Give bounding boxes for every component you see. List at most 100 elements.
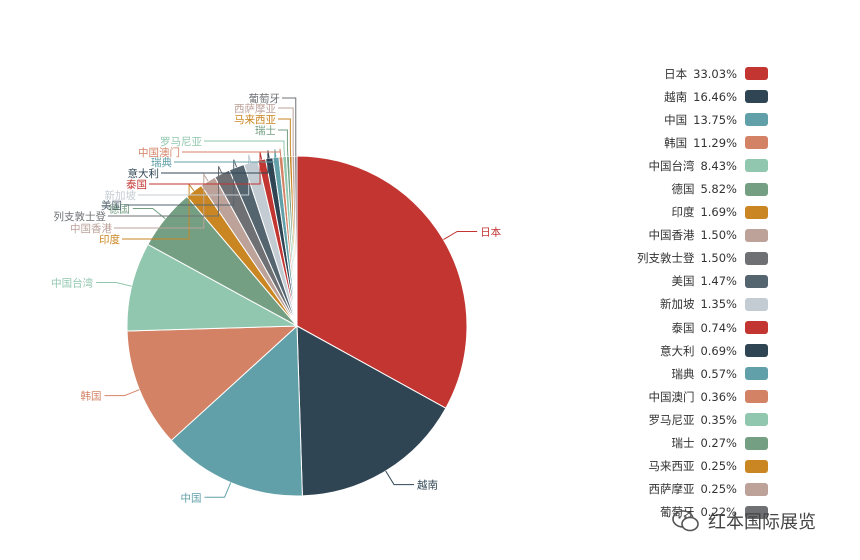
slice-label: 日本	[480, 225, 501, 238]
legend-item[interactable]: 中国香港 1.50%	[598, 224, 768, 247]
pie-slice[interactable]	[296, 155, 468, 409]
label-leader-line	[278, 129, 289, 157]
legend-name: 德国	[671, 182, 695, 197]
label-leader-line	[278, 107, 294, 157]
legend-name: 韩国	[664, 135, 688, 150]
legend-swatch	[745, 505, 768, 519]
legend-label: 中国澳门 0.36%	[648, 389, 737, 405]
legend-swatch	[745, 67, 768, 81]
pie-slice[interactable]	[126, 243, 299, 332]
pie-slice[interactable]	[296, 325, 447, 497]
legend-item[interactable]: 列支敦士登 1.50%	[598, 247, 768, 270]
slice-label: 瑞典	[151, 156, 172, 169]
legend-label: 德国 5.82%	[671, 181, 737, 197]
legend-percent: 0.69%	[700, 343, 737, 358]
legend-percent: 13.75%	[693, 112, 737, 127]
label-leader-line	[114, 172, 209, 229]
legend-swatch	[745, 274, 768, 288]
legend-item[interactable]: 日本 33.03%	[598, 62, 768, 85]
label-leader-line	[385, 470, 415, 486]
legend-percent: 1.69%	[700, 205, 737, 220]
legend-percent: 1.50%	[700, 228, 737, 243]
slice-label: 新加坡	[105, 189, 137, 202]
legend-item[interactable]: 罗马尼亚 0.35%	[598, 408, 768, 431]
legend-name: 中国台湾	[648, 158, 695, 173]
legend-swatch	[745, 436, 768, 450]
legend-percent: 11.29%	[693, 135, 737, 150]
legend-name: 日本	[664, 66, 688, 81]
label-leader-line	[282, 97, 297, 157]
legend-item[interactable]: 中国澳门 0.36%	[598, 385, 768, 408]
legend-label: 泰国 0.74%	[671, 320, 737, 336]
legend-swatch	[745, 182, 768, 196]
label-leader-line	[443, 230, 478, 241]
legend-label: 韩国 11.29%	[664, 135, 737, 151]
wechat-icon	[672, 509, 700, 533]
legend-item[interactable]: 德国 5.82%	[598, 177, 768, 200]
legend-item[interactable]: 中国台湾 8.43%	[598, 154, 768, 177]
legend-percent: 8.43%	[700, 158, 737, 173]
label-leader-line	[96, 282, 132, 287]
legend-item[interactable]: 西萨摩亚 0.25%	[598, 478, 768, 501]
slice-label: 中国	[181, 491, 202, 504]
legend-swatch	[745, 482, 768, 496]
slice-label: 罗马尼亚	[160, 136, 202, 148]
legend-item[interactable]: 越南 16.46%	[598, 85, 768, 108]
legend-percent: 0.74%	[700, 320, 737, 335]
legend-swatch	[745, 367, 768, 381]
pie-slice[interactable]	[170, 324, 303, 497]
legend-item[interactable]: 美国 1.47%	[598, 270, 768, 293]
label-leader-line	[132, 208, 166, 220]
label-leader-line	[122, 182, 195, 240]
slice-label: 西萨摩亚	[234, 102, 276, 115]
legend-item[interactable]: 韩国 11.29%	[598, 131, 768, 154]
legend-swatch	[745, 321, 768, 335]
legend-label: 新加坡 1.35%	[660, 296, 737, 312]
legend-name: 越南	[664, 89, 688, 104]
label-leader-line	[204, 482, 232, 498]
legend-swatch	[745, 297, 768, 311]
legend-name: 新加坡	[659, 297, 695, 312]
legend-percent: 0.25%	[700, 482, 737, 497]
slice-label: 意大利	[128, 167, 160, 180]
legend-item[interactable]: 马来西亚 0.25%	[598, 455, 768, 478]
legend-label: 中国香港 1.50%	[648, 227, 737, 243]
legend-item[interactable]: 泰国 0.74%	[598, 316, 768, 339]
legend-item[interactable]: 印度 1.69%	[598, 201, 768, 224]
legend-percent: 16.46%	[693, 89, 737, 104]
pie-slice[interactable]	[126, 325, 299, 442]
legend-name: 马来西亚	[648, 459, 695, 474]
legend-swatch	[745, 390, 768, 404]
legend-item[interactable]: 新加坡 1.35%	[598, 293, 768, 316]
legend-swatch	[745, 228, 768, 242]
legend-item[interactable]: 瑞典 0.57%	[598, 362, 768, 385]
legend-label: 罗马尼亚 0.35%	[648, 412, 737, 428]
slice-label: 中国澳门	[138, 146, 180, 159]
legend-swatch	[745, 113, 768, 127]
legend-percent: 0.36%	[700, 389, 737, 404]
legend-name: 美国	[671, 274, 695, 289]
slice-label: 马来西亚	[234, 114, 276, 126]
legend: 日本 33.03% 越南 16.46% 中国 13.75% 韩国 11.29% 中国台湾 8.43…	[598, 62, 768, 524]
legend-label: 列支敦士登 1.50%	[637, 250, 737, 266]
slice-label: 中国香港	[70, 222, 112, 235]
legend-name: 中国香港	[648, 228, 695, 243]
legend-percent: 1.35%	[700, 297, 737, 312]
legend-item[interactable]: 中国 13.75%	[598, 108, 768, 131]
legend-swatch	[745, 90, 768, 104]
legend-percent: 0.35%	[700, 412, 737, 427]
legend-label: 意大利 0.69%	[660, 343, 737, 359]
legend-name: 罗马尼亚	[648, 412, 695, 427]
label-leader-line	[108, 166, 223, 217]
legend-swatch	[745, 344, 768, 358]
legend-item[interactable]: 瑞士 0.27%	[598, 432, 768, 455]
label-leader-line	[174, 149, 277, 163]
legend-label: 瑞典 0.57%	[671, 366, 737, 382]
slice-label: 中国台湾	[51, 277, 93, 290]
slice-label: 越南	[417, 479, 438, 492]
legend-percent: 0.25%	[700, 459, 737, 474]
legend-item[interactable]: 意大利 0.69%	[598, 339, 768, 362]
watermark-text: 红本国际展览	[708, 512, 816, 533]
